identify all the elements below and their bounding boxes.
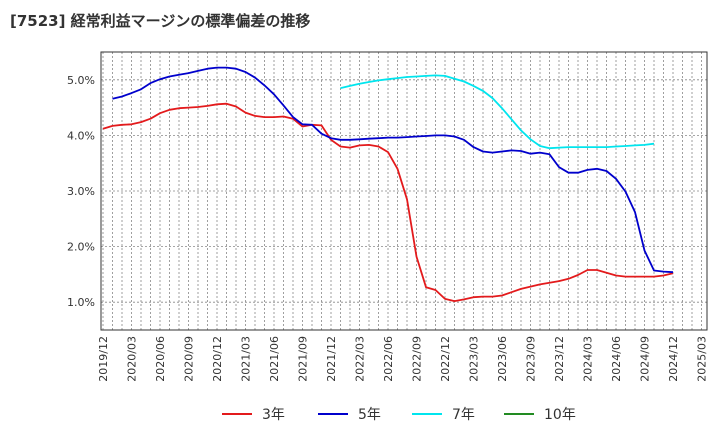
x-axis-ticks: 2019/12 2020/03 2020/06 2020/09 2020/12 2021/… [97,336,709,382]
y-tick-label: 2.0% [67,241,95,254]
legend-label-5年: 5年 [358,407,381,423]
x-tick-label: 2019/12 [97,336,110,382]
y-tick-label: 5.0% [67,74,95,87]
series-lines [102,66,674,303]
x-tick-label: 2024/03 [582,336,595,382]
y-tick-label: 4.0% [67,129,95,142]
legend: 3年 5年 7年 10年 [222,407,576,423]
plot-area-frame [100,51,708,331]
x-tick-label: 2022/03 [354,336,367,382]
x-tick-label: 2020/06 [154,336,167,382]
x-tick-label: 2022/09 [411,336,424,382]
x-tick-label: 2025/03 [696,336,709,382]
x-tick-label: 2021/09 [297,336,310,382]
x-tick-label: 2024/12 [667,336,680,382]
legend-label-3年: 3年 [262,407,285,423]
x-tick-label: 2023/12 [553,336,566,382]
x-tick-label: 2021/06 [268,336,281,382]
chart-title: [7523] 経常利益マージンの標準偏差の推移 [10,12,311,30]
legend-label-7年: 7年 [452,407,475,423]
x-tick-label: 2023/09 [525,336,538,382]
y-tick-label: 1.0% [67,296,95,309]
grid-lines [101,52,707,330]
legend-label-10年: 10年 [544,407,576,423]
x-tick-label: 2022/12 [439,336,452,382]
series-line-7年 [340,74,655,150]
x-tick-label: 2024/09 [639,336,652,382]
x-tick-label: 2024/06 [610,336,623,382]
x-tick-label: 2022/06 [382,336,395,382]
series-line-3年 [102,102,674,303]
x-tick-label: 2023/03 [468,336,481,382]
series-line-5年 [112,66,674,274]
y-tick-label: 3.0% [67,185,95,198]
x-tick-label: 2020/03 [126,336,139,382]
y-axis-ticks: 1.0% 2.0% 3.0% 4.0% 5.0% [67,74,95,309]
x-tick-label: 2020/12 [211,336,224,382]
x-tick-label: 2023/06 [496,336,509,382]
x-tick-label: 2021/03 [240,336,253,382]
x-tick-label: 2021/12 [325,336,338,382]
x-tick-label: 2020/09 [183,336,196,382]
